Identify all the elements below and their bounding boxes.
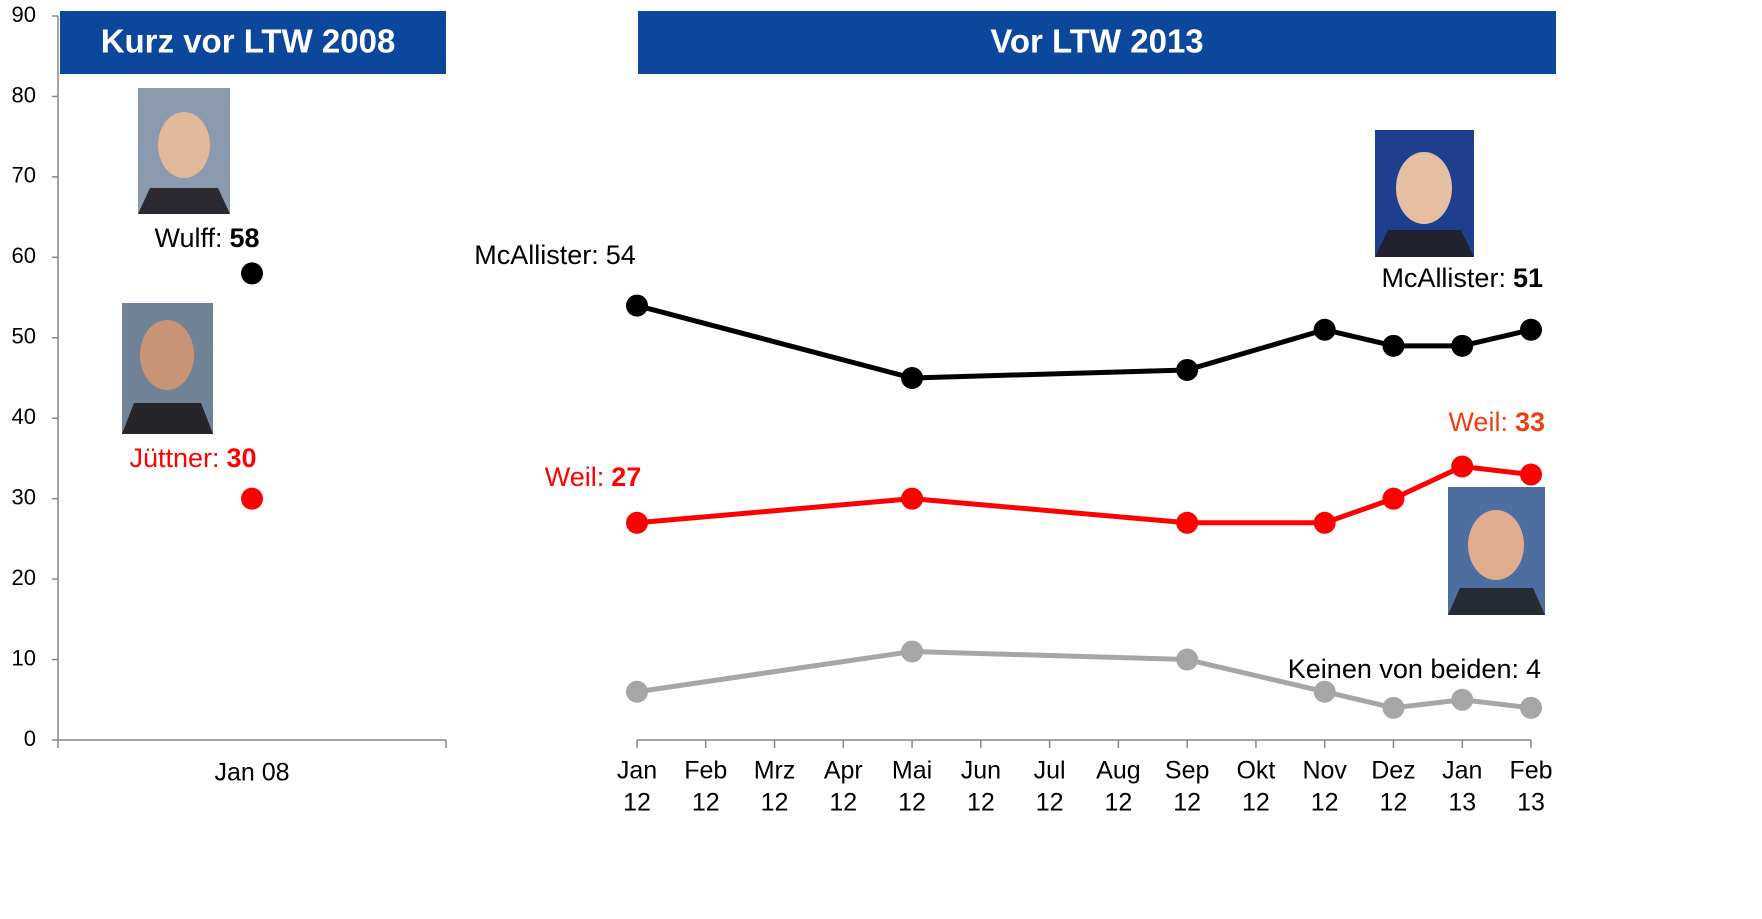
x-tick-label: Feb — [684, 757, 727, 785]
point — [241, 487, 263, 510]
data-label-value: 30 — [227, 443, 257, 473]
photo-suit — [138, 188, 230, 214]
point — [626, 680, 648, 703]
y-tick-label: 50 — [12, 324, 36, 349]
x-tick-label: Jul — [1034, 757, 1066, 785]
data-label-name: Jüttner: — [129, 443, 219, 473]
data-label: McAllister: 54 — [474, 240, 636, 270]
data-label-name: Weil: — [1448, 407, 1508, 437]
x-tick-label: 12 — [692, 789, 720, 817]
data-label-value: 51 — [1513, 263, 1543, 293]
x-tick-label: 12 — [829, 789, 857, 817]
data-label: Weil: 27 — [545, 462, 642, 492]
data-label: Weil: 33 — [1448, 407, 1545, 437]
chart-title: Kurz vor LTW 2008 — [101, 23, 396, 60]
photos — [122, 88, 1545, 615]
point — [1520, 318, 1542, 341]
x-tick-label: 12 — [898, 789, 926, 817]
point — [901, 367, 924, 389]
point — [1313, 680, 1336, 703]
point — [901, 487, 924, 510]
x-tick-label: Mai — [892, 757, 932, 785]
x-tick-label: Jan 08 — [214, 759, 289, 787]
data-label: Jüttner: 30 — [129, 443, 256, 473]
x-tick-label: Dez — [1371, 757, 1415, 785]
x-tick-label: 12 — [1036, 789, 1064, 817]
x-tick-label: 12 — [1380, 789, 1408, 817]
y-tick-label: 20 — [12, 565, 36, 590]
point — [1520, 696, 1542, 719]
point — [1451, 688, 1474, 711]
y-tick-label: 90 — [12, 2, 36, 27]
y-tick-label: 30 — [12, 484, 36, 509]
data-label: Keinen von beiden: 4 — [1288, 654, 1541, 684]
x-tick-label: 12 — [761, 789, 789, 817]
x-tick-label: Feb — [1509, 757, 1552, 785]
data-label-value: 33 — [1515, 407, 1545, 437]
point — [1520, 463, 1542, 486]
photo-face — [158, 112, 210, 178]
y-tick-label: 70 — [12, 163, 36, 188]
data-label: McAllister: 51 — [1381, 263, 1543, 293]
data-label: Wulff: 58 — [154, 223, 259, 253]
data-label-value: 54 — [606, 240, 636, 270]
data-label-name: McAllister: — [474, 240, 599, 270]
point — [1176, 358, 1199, 381]
photo-face — [1396, 152, 1452, 224]
point — [626, 294, 648, 317]
point — [1176, 648, 1199, 671]
y-tick-label: 0 — [24, 726, 36, 751]
point — [1313, 511, 1336, 534]
x-tick-label: 12 — [1173, 789, 1201, 817]
y-tick-label: 40 — [12, 404, 36, 429]
title-banner — [638, 11, 1556, 74]
point — [626, 511, 648, 534]
point — [1176, 511, 1199, 534]
x-tick-label: Sep — [1165, 757, 1209, 785]
x-tick-label: Apr — [824, 757, 863, 785]
point — [901, 640, 924, 663]
data-label-value: 4 — [1526, 654, 1541, 684]
x-tick-label: Nov — [1302, 757, 1347, 785]
point — [1382, 334, 1405, 357]
x-tick-label: Aug — [1096, 757, 1140, 785]
chart-title: Vor LTW 2013 — [990, 23, 1203, 60]
point — [1382, 696, 1405, 719]
title-banner — [60, 11, 446, 74]
x-tick-label: Okt — [1236, 757, 1275, 785]
data-label-value: 58 — [229, 223, 259, 253]
y-tick-label: 10 — [12, 645, 36, 670]
photo-suit — [122, 403, 213, 434]
point — [241, 262, 263, 285]
x-tick-label: 12 — [1104, 789, 1132, 817]
point — [1451, 334, 1474, 357]
photo-face — [1468, 510, 1524, 580]
y-tick-label: 80 — [12, 82, 36, 107]
point — [1382, 487, 1405, 510]
x-tick-label: 12 — [623, 789, 651, 817]
data-label-name: Wulff: — [154, 223, 222, 253]
x-tick-label: Mrz — [754, 757, 796, 785]
x-tick-label: 12 — [1311, 789, 1339, 817]
x-tick-label: 12 — [1242, 789, 1270, 817]
x-tick-label: Jun — [961, 757, 1001, 785]
x-tick-label: 13 — [1517, 789, 1545, 817]
photo-suit — [1448, 588, 1545, 615]
photo-suit — [1375, 230, 1474, 257]
x-tick-label: 12 — [967, 789, 995, 817]
point — [1313, 318, 1336, 341]
data-label-name: Weil: — [545, 462, 605, 492]
data-label-value: 27 — [611, 462, 641, 492]
x-tick-label: 13 — [1448, 789, 1476, 817]
x-tick-label: Jan — [1442, 757, 1482, 785]
point — [1451, 455, 1474, 478]
data-label-name: McAllister: — [1381, 263, 1506, 293]
x-tick-label: Jan — [617, 757, 657, 785]
photo-face — [140, 320, 194, 390]
data-label-name: Keinen von beiden: — [1288, 654, 1519, 684]
y-tick-label: 60 — [12, 243, 36, 268]
